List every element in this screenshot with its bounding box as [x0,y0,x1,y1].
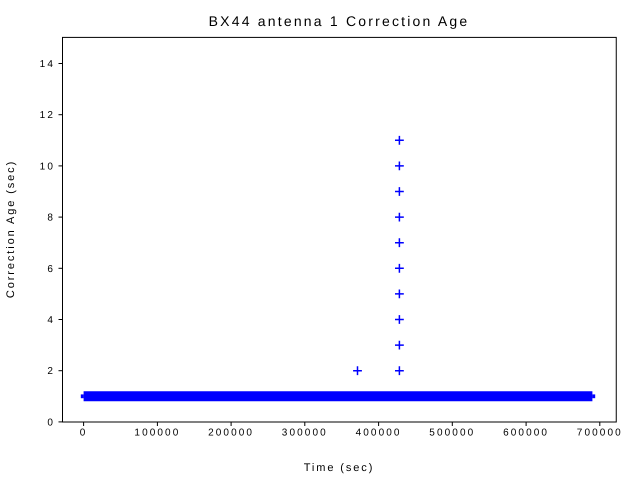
svg-text:12: 12 [40,110,55,121]
svg-text:0: 0 [80,428,88,439]
svg-text:4: 4 [47,315,55,326]
svg-text:8: 8 [47,213,55,224]
svg-text:6: 6 [47,264,55,275]
svg-text:10: 10 [40,161,55,172]
svg-text:Time (sec): Time (sec) [304,462,375,474]
svg-text:14: 14 [40,59,55,70]
svg-text:400000: 400000 [356,428,402,439]
svg-text:700000: 700000 [577,428,623,439]
svg-text:BX44 antenna 1 Correction Age: BX44 antenna 1 Correction Age [209,13,470,29]
svg-text:100000: 100000 [134,428,180,439]
svg-text:600000: 600000 [503,428,549,439]
svg-text:300000: 300000 [282,428,328,439]
svg-text:200000: 200000 [208,428,254,439]
svg-text:Correction Age (sec): Correction Age (sec) [5,160,17,298]
svg-text:500000: 500000 [429,428,475,439]
svg-text:2: 2 [47,366,55,377]
svg-text:0: 0 [47,417,55,428]
